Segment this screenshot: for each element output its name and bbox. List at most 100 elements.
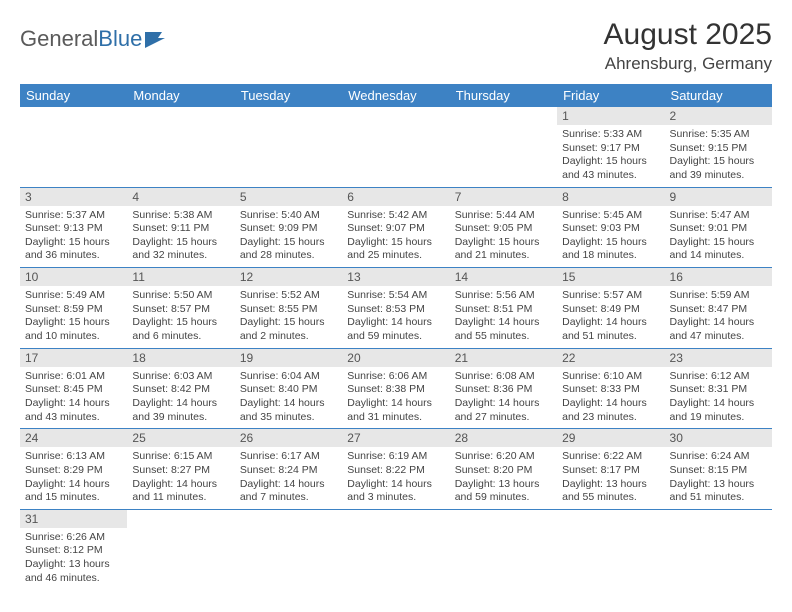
calendar-cell: 26Sunrise: 6:17 AMSunset: 8:24 PMDayligh… [235, 429, 342, 510]
daylight-text: Daylight: 15 hours and 10 minutes. [25, 316, 122, 343]
day-number: 17 [20, 349, 127, 367]
daylight-text: Daylight: 14 hours and 19 minutes. [670, 397, 767, 424]
calendar-cell [450, 509, 557, 589]
sunset-text: Sunset: 8:24 PM [240, 464, 337, 478]
logo: GeneralBlue [20, 26, 166, 52]
daylight-text: Daylight: 14 hours and 15 minutes. [25, 478, 122, 505]
calendar-cell: 3Sunrise: 5:37 AMSunset: 9:13 PMDaylight… [20, 187, 127, 268]
sunset-text: Sunset: 9:07 PM [347, 222, 444, 236]
day-details: Sunrise: 5:54 AMSunset: 8:53 PMDaylight:… [342, 286, 449, 348]
calendar-cell: 4Sunrise: 5:38 AMSunset: 9:11 PMDaylight… [127, 187, 234, 268]
calendar-cell [127, 509, 234, 589]
day-number: 11 [127, 268, 234, 286]
sunrise-text: Sunrise: 5:59 AM [670, 289, 767, 303]
sunset-text: Sunset: 8:29 PM [25, 464, 122, 478]
calendar-cell: 14Sunrise: 5:56 AMSunset: 8:51 PMDayligh… [450, 268, 557, 349]
sunrise-text: Sunrise: 5:37 AM [25, 209, 122, 223]
daylight-text: Daylight: 15 hours and 2 minutes. [240, 316, 337, 343]
sunrise-text: Sunrise: 5:57 AM [562, 289, 659, 303]
sunset-text: Sunset: 8:59 PM [25, 303, 122, 317]
sunrise-text: Sunrise: 6:10 AM [562, 370, 659, 384]
daylight-text: Daylight: 14 hours and 31 minutes. [347, 397, 444, 424]
calendar-cell: 22Sunrise: 6:10 AMSunset: 8:33 PMDayligh… [557, 348, 664, 429]
day-details: Sunrise: 6:24 AMSunset: 8:15 PMDaylight:… [665, 447, 772, 509]
daylight-text: Daylight: 15 hours and 21 minutes. [455, 236, 552, 263]
calendar-cell [235, 509, 342, 589]
sunset-text: Sunset: 9:05 PM [455, 222, 552, 236]
calendar-cell [665, 509, 772, 589]
day-details: Sunrise: 6:12 AMSunset: 8:31 PMDaylight:… [665, 367, 772, 429]
daylight-text: Daylight: 15 hours and 43 minutes. [562, 155, 659, 182]
day-details: Sunrise: 6:22 AMSunset: 8:17 PMDaylight:… [557, 447, 664, 509]
day-details: Sunrise: 6:04 AMSunset: 8:40 PMDaylight:… [235, 367, 342, 429]
sunset-text: Sunset: 8:53 PM [347, 303, 444, 317]
flag-icon [144, 31, 166, 49]
sunset-text: Sunset: 8:40 PM [240, 383, 337, 397]
day-number: 26 [235, 429, 342, 447]
sunrise-text: Sunrise: 6:20 AM [455, 450, 552, 464]
day-number: 3 [20, 188, 127, 206]
day-details: Sunrise: 6:26 AMSunset: 8:12 PMDaylight:… [20, 528, 127, 590]
day-details: Sunrise: 6:06 AMSunset: 8:38 PMDaylight:… [342, 367, 449, 429]
calendar-row: 1Sunrise: 5:33 AMSunset: 9:17 PMDaylight… [20, 107, 772, 187]
sunset-text: Sunset: 8:49 PM [562, 303, 659, 317]
day-number: 21 [450, 349, 557, 367]
daylight-text: Daylight: 15 hours and 14 minutes. [670, 236, 767, 263]
sunset-text: Sunset: 8:57 PM [132, 303, 229, 317]
daylight-text: Daylight: 14 hours and 47 minutes. [670, 316, 767, 343]
calendar-row: 3Sunrise: 5:37 AMSunset: 9:13 PMDaylight… [20, 187, 772, 268]
calendar-cell: 21Sunrise: 6:08 AMSunset: 8:36 PMDayligh… [450, 348, 557, 429]
calendar-cell [450, 107, 557, 187]
sunset-text: Sunset: 8:42 PM [132, 383, 229, 397]
day-number-empty [127, 107, 234, 125]
day-details: Sunrise: 6:01 AMSunset: 8:45 PMDaylight:… [20, 367, 127, 429]
day-number: 23 [665, 349, 772, 367]
sunrise-text: Sunrise: 6:01 AM [25, 370, 122, 384]
sunset-text: Sunset: 8:22 PM [347, 464, 444, 478]
day-number: 4 [127, 188, 234, 206]
calendar-cell: 24Sunrise: 6:13 AMSunset: 8:29 PMDayligh… [20, 429, 127, 510]
day-details: Sunrise: 5:50 AMSunset: 8:57 PMDaylight:… [127, 286, 234, 348]
sunset-text: Sunset: 8:27 PM [132, 464, 229, 478]
calendar-cell: 31Sunrise: 6:26 AMSunset: 8:12 PMDayligh… [20, 509, 127, 589]
sunset-text: Sunset: 9:17 PM [562, 142, 659, 156]
day-number: 12 [235, 268, 342, 286]
day-number: 14 [450, 268, 557, 286]
sunset-text: Sunset: 8:12 PM [25, 544, 122, 558]
calendar-row: 31Sunrise: 6:26 AMSunset: 8:12 PMDayligh… [20, 509, 772, 589]
title-block: August 2025 Ahrensburg, Germany [604, 18, 772, 74]
sunset-text: Sunset: 9:11 PM [132, 222, 229, 236]
calendar-cell: 5Sunrise: 5:40 AMSunset: 9:09 PMDaylight… [235, 187, 342, 268]
calendar-cell: 30Sunrise: 6:24 AMSunset: 8:15 PMDayligh… [665, 429, 772, 510]
calendar-cell: 8Sunrise: 5:45 AMSunset: 9:03 PMDaylight… [557, 187, 664, 268]
sunset-text: Sunset: 8:55 PM [240, 303, 337, 317]
day-number: 2 [665, 107, 772, 125]
day-number: 7 [450, 188, 557, 206]
calendar-cell: 20Sunrise: 6:06 AMSunset: 8:38 PMDayligh… [342, 348, 449, 429]
daylight-text: Daylight: 13 hours and 55 minutes. [562, 478, 659, 505]
day-number: 5 [235, 188, 342, 206]
sunrise-text: Sunrise: 6:22 AM [562, 450, 659, 464]
day-details: Sunrise: 6:08 AMSunset: 8:36 PMDaylight:… [450, 367, 557, 429]
calendar-cell: 25Sunrise: 6:15 AMSunset: 8:27 PMDayligh… [127, 429, 234, 510]
daylight-text: Daylight: 13 hours and 46 minutes. [25, 558, 122, 585]
day-details: Sunrise: 5:40 AMSunset: 9:09 PMDaylight:… [235, 206, 342, 268]
sunset-text: Sunset: 8:38 PM [347, 383, 444, 397]
day-number: 31 [20, 510, 127, 528]
sunrise-text: Sunrise: 6:17 AM [240, 450, 337, 464]
calendar-cell: 9Sunrise: 5:47 AMSunset: 9:01 PMDaylight… [665, 187, 772, 268]
calendar-row: 24Sunrise: 6:13 AMSunset: 8:29 PMDayligh… [20, 429, 772, 510]
calendar-table: SundayMondayTuesdayWednesdayThursdayFrid… [20, 84, 772, 589]
calendar-cell [557, 509, 664, 589]
day-details: Sunrise: 5:57 AMSunset: 8:49 PMDaylight:… [557, 286, 664, 348]
weekday-header: Wednesday [342, 84, 449, 107]
weekday-header: Friday [557, 84, 664, 107]
day-details: Sunrise: 6:10 AMSunset: 8:33 PMDaylight:… [557, 367, 664, 429]
daylight-text: Daylight: 14 hours and 3 minutes. [347, 478, 444, 505]
day-details: Sunrise: 5:37 AMSunset: 9:13 PMDaylight:… [20, 206, 127, 268]
calendar-cell [20, 107, 127, 187]
sunset-text: Sunset: 8:33 PM [562, 383, 659, 397]
day-number: 25 [127, 429, 234, 447]
calendar-cell: 2Sunrise: 5:35 AMSunset: 9:15 PMDaylight… [665, 107, 772, 187]
day-details: Sunrise: 5:38 AMSunset: 9:11 PMDaylight:… [127, 206, 234, 268]
